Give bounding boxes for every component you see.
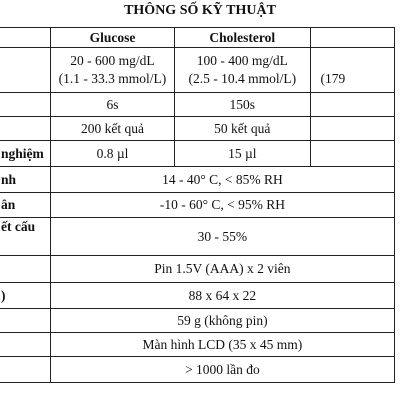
cell: 6s xyxy=(49,92,176,117)
cell xyxy=(0,92,51,117)
row: 20 - 600 mg/dL (1.1 - 33.3 mmol/L) 100 - … xyxy=(0,47,396,93)
cell xyxy=(309,116,396,141)
text: (1.1 - 33.3 mmol/L) xyxy=(58,71,167,86)
row: nghiệm 0.8 µl 15 µl xyxy=(0,140,396,167)
cell: 59 g (không pin) xyxy=(49,308,396,333)
row: Pin 1.5V (AAA) x 2 viên xyxy=(0,255,396,283)
text: 100 - 400 mg/dL xyxy=(196,53,288,68)
row-label: nghiệm xyxy=(0,140,51,167)
cell xyxy=(309,140,396,167)
cell: 0.8 µl xyxy=(49,140,176,167)
row-label: ) xyxy=(0,282,51,309)
row: 59 g (không pin) xyxy=(0,308,396,333)
cell xyxy=(0,308,51,333)
cell: 15 µl xyxy=(174,140,311,167)
row-label: ết cấu xyxy=(0,217,51,256)
row: ết cấu 30 - 55% xyxy=(0,217,396,256)
header-row: Glucose Cholesterol xyxy=(0,27,396,48)
cell xyxy=(0,116,51,141)
text: 20 - 600 mg/dL xyxy=(70,53,155,68)
text: (2.5 - 10.4 mmol/L) xyxy=(188,71,297,86)
row: Màn hình LCD (35 x 45 mm) xyxy=(0,332,396,357)
row: 200 kết quả 50 kết quả xyxy=(0,116,396,141)
cell xyxy=(0,27,51,48)
cell xyxy=(0,47,51,93)
cell: 100 - 400 mg/dL (2.5 - 10.4 mmol/L) xyxy=(174,47,311,93)
cell: > 1000 lần đo xyxy=(49,356,396,383)
cell: (179 xyxy=(309,47,396,93)
row: 6s 150s xyxy=(0,92,396,117)
row: ân -10 - 60° C, < 95% RH xyxy=(0,192,396,218)
text: (179 xyxy=(320,71,346,86)
row: > 1000 lần đo xyxy=(0,356,396,383)
row-label: ân xyxy=(0,192,51,218)
cell xyxy=(0,356,51,383)
cell: 150s xyxy=(174,92,311,117)
row: nh 14 - 40° C, < 85% RH xyxy=(0,166,396,193)
cell: 50 kết quả xyxy=(174,116,311,141)
cell: Màn hình LCD (35 x 45 mm) xyxy=(49,332,396,357)
cell: 200 kết quả xyxy=(49,116,176,141)
cell xyxy=(309,27,396,48)
spec-table: Glucose Cholesterol 20 - 600 mg/dL (1.1 -… xyxy=(0,27,396,383)
cell: 14 - 40° C, < 85% RH xyxy=(49,166,396,193)
row-label: nh xyxy=(0,166,51,193)
header-cell: Cholesterol xyxy=(174,27,311,48)
cell: -10 - 60° C, < 95% RH xyxy=(49,192,396,218)
row: ) 88 x 64 x 22 xyxy=(0,282,396,309)
cell: 30 - 55% xyxy=(49,217,396,256)
cell xyxy=(309,92,396,117)
title: THÔNG SỐ KỸ THUẬT xyxy=(124,3,276,18)
cell xyxy=(0,255,51,283)
cell: 20 - 600 mg/dL (1.1 - 33.3 mmol/L) xyxy=(49,47,176,93)
cell: 88 x 64 x 22 xyxy=(49,282,396,309)
cell xyxy=(0,332,51,357)
cell: Pin 1.5V (AAA) x 2 viên xyxy=(49,255,396,283)
header-cell: Glucose xyxy=(49,27,176,48)
